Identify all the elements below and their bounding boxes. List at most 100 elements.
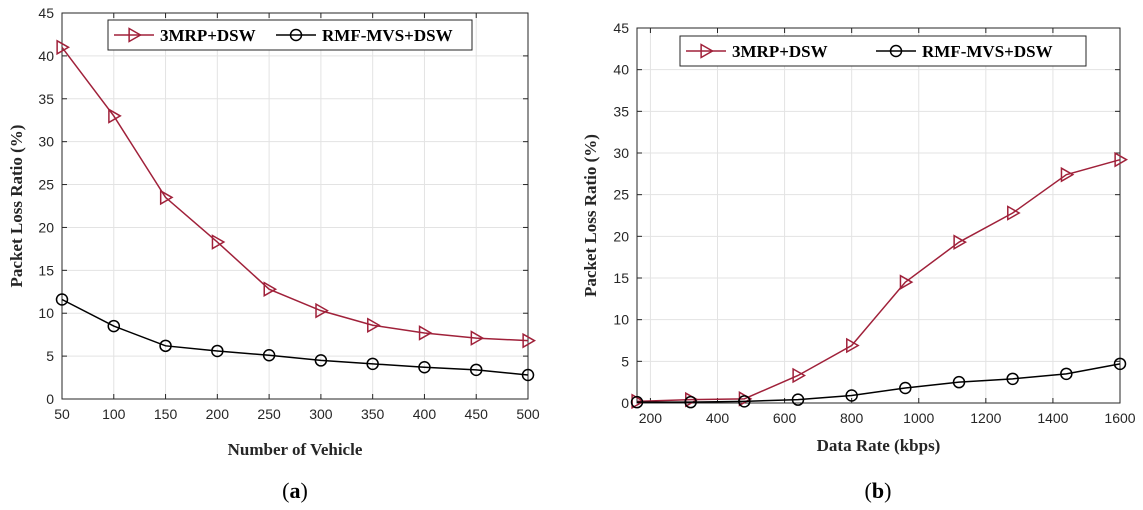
y-tick-label: 15 [613,270,629,286]
data-point-rmf-mvs-dsw [314,354,328,367]
x-tick-label: 200 [639,410,663,426]
y-tick-label: 20 [613,228,629,244]
x-tick-label: 400 [706,410,730,426]
x-tick-label: 50 [54,406,70,422]
y-tick-label: 15 [38,262,54,278]
x-tick-label: 1000 [903,410,934,426]
legend-label: 3MRP+DSW [160,26,256,45]
series-line-rmf-mvs-dsw [61,298,529,376]
data-point-3mrp-dsw [846,337,860,354]
chart-panel-b: 200 400 600 800 1000 1200 1400 1600 0 5 10 15 20 25 30… [581,20,1136,503]
y-tick-label: 40 [613,62,629,78]
x-tick-label: 100 [102,406,126,422]
data-point-rmf-mvs-dsw [845,389,858,402]
data-point-3mrp-dsw [211,234,226,250]
legend-label: 3MRP+DSW [732,42,828,61]
x-tick-label: 200 [206,406,230,422]
data-point-3mrp-dsw [315,302,329,319]
y-tick-label: 0 [46,391,54,407]
data-point-rmf-mvs-dsw [107,319,121,333]
x-tick-label: 150 [154,406,178,422]
data-point-3mrp-dsw [418,325,433,341]
x-axis-label: Number of Vehicle [228,440,363,459]
x-tick-label: 600 [773,410,797,426]
data-point-3mrp-dsw [792,367,807,384]
y-tick-label: 20 [38,219,54,235]
x-tick-label: 300 [309,406,333,422]
legend-marker [289,28,303,42]
data-point-rmf-mvs-dsw [1113,357,1127,371]
x-tick-label: 500 [516,406,540,422]
data-point-rmf-mvs-dsw [366,357,379,371]
y-tick-label: 30 [38,134,54,150]
x-tick-label: 450 [465,406,489,422]
data-point-rmf-mvs-dsw [1060,367,1073,381]
data-point-rmf-mvs-dsw [899,381,912,395]
legend-marker [700,43,715,59]
y-tick-label: 0 [621,395,629,411]
data-point-3mrp-dsw [953,234,968,250]
data-point-3mrp-dsw [1060,166,1075,183]
x-tick-label: 1600 [1104,410,1135,426]
legend: 3MRP+DSW RMF-MVS+DSW [679,35,1087,67]
y-tick-label: 45 [38,5,54,21]
data-point-3mrp-dsw [56,39,71,56]
plot-area [62,13,528,399]
y-tick-label: 35 [38,91,54,107]
legend: 3MRP+DSW RMF-MVS+DSW [107,19,473,51]
axes-frame [61,12,529,400]
data-point-3mrp-dsw [108,108,122,124]
data-point-3mrp-dsw [522,332,537,349]
panel-caption: (b) [865,478,892,503]
y-tick-label: 45 [613,20,629,36]
data-point-rmf-mvs-dsw [630,395,644,409]
x-tick-label: 400 [413,406,437,422]
plot-area [637,28,1120,403]
x-tick-label: 1400 [1037,410,1068,426]
y-tick-label: 10 [38,305,54,321]
x-axis-label: Data Rate (kbps) [817,436,941,455]
x-tick-label: 350 [361,406,385,422]
chart-panel-a: 50 100 150 200 250 300 350 400 450 500 0 5 10 15 20 25 3… [7,5,540,503]
series-line-3mrp-dsw [61,46,529,342]
x-tick-label: 800 [840,410,864,426]
data-point-3mrp-dsw [1007,205,1021,221]
y-axis-label: Packet Loss Ratio (%) [581,134,600,297]
data-point-3mrp-dsw [1114,151,1129,168]
y-tick-label: 40 [38,48,54,64]
series-line-3mrp-dsw [636,158,1121,403]
data-point-rmf-mvs-dsw [791,393,805,406]
series-line-rmf-mvs-dsw [637,363,1121,403]
x-tick-label: 250 [257,406,281,422]
data-point-rmf-mvs-dsw [55,293,69,306]
data-point-3mrp-dsw [159,189,174,206]
data-point-rmf-mvs-dsw [521,368,535,382]
data-point-3mrp-dsw [470,330,485,346]
legend-label: RMF-MVS+DSW [922,42,1053,61]
y-axis-label: Packet Loss Ratio (%) [7,125,26,288]
data-point-rmf-mvs-dsw [1006,372,1019,386]
legend-marker [128,27,143,43]
x-tick-label: 1200 [970,410,1001,426]
y-tick-label: 35 [613,103,629,119]
data-point-rmf-mvs-dsw [159,339,172,353]
panel-caption: (a) [282,478,308,503]
y-tick-label: 5 [46,348,54,364]
y-tick-label: 25 [613,187,629,203]
data-point-rmf-mvs-dsw [952,375,966,389]
axes-frame [636,27,1121,404]
data-point-3mrp-dsw [263,281,278,297]
data-point-3mrp-dsw [367,317,381,334]
legend-label: RMF-MVS+DSW [322,26,453,45]
y-tick-label: 5 [621,353,629,369]
data-point-3mrp-dsw [899,274,914,290]
data-point-rmf-mvs-dsw [418,361,431,374]
data-point-rmf-mvs-dsw [738,395,751,408]
data-point-rmf-mvs-dsw [684,395,697,409]
legend-marker [889,44,903,58]
data-point-rmf-mvs-dsw [211,344,224,358]
y-tick-label: 25 [38,177,54,193]
data-point-rmf-mvs-dsw [469,363,483,377]
y-tick-label: 10 [613,312,629,328]
